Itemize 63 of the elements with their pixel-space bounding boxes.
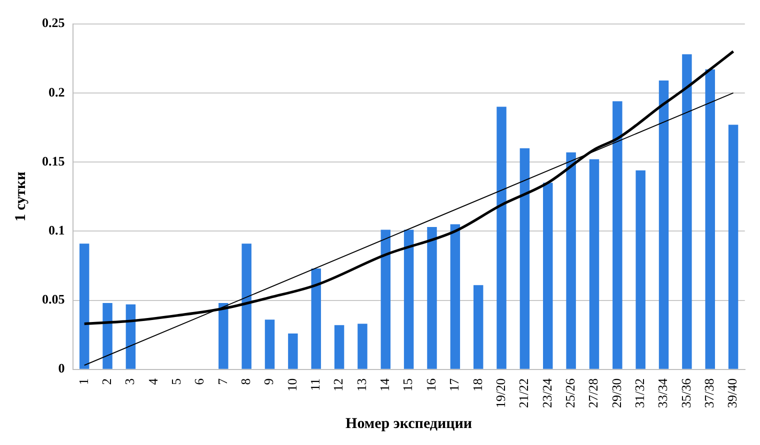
x-tick-label: 29/30 <box>608 378 624 408</box>
y-tick-label: 0.15 <box>42 153 66 168</box>
x-tick-label: 33/34 <box>655 378 670 408</box>
bar <box>728 124 738 369</box>
x-tick-label: 13 <box>354 378 369 392</box>
bar <box>496 106 506 369</box>
bar <box>705 69 715 369</box>
bar <box>566 152 576 369</box>
x-tick-label: 17 <box>446 378 462 392</box>
x-tick-label: 15 <box>400 378 416 392</box>
y-tick-label: 0.05 <box>42 292 66 307</box>
x-tick-label: 18 <box>470 378 485 392</box>
x-axis-title: Номер экспедиции <box>346 416 472 432</box>
x-tick-label: 37/38 <box>702 378 717 408</box>
bar <box>242 244 252 369</box>
bar <box>473 285 484 369</box>
bar <box>612 101 622 369</box>
y-tick-label: 0 <box>58 360 65 376</box>
x-tick-label: 23/24 <box>539 378 554 408</box>
x-tick-label: 14 <box>377 378 392 392</box>
bar <box>102 303 112 369</box>
x-tick-label: 5 <box>168 378 184 385</box>
bar <box>311 268 321 369</box>
x-tick-label: 8 <box>238 378 253 385</box>
bar <box>79 244 90 369</box>
x-tick-label: 21/22 <box>516 378 532 408</box>
bar <box>218 303 228 369</box>
bar <box>682 54 692 369</box>
bar <box>520 148 530 369</box>
bar <box>543 182 553 369</box>
bar <box>334 325 344 369</box>
y-axis-title: 1 сутки <box>12 171 29 222</box>
bar <box>658 80 669 369</box>
x-tick-label: 11 <box>308 378 323 391</box>
bar <box>636 170 646 369</box>
y-tick-label: 0.2 <box>48 84 65 100</box>
y-tick-label: 0.25 <box>42 15 66 30</box>
x-tick-label: 27/28 <box>586 378 601 408</box>
x-tick-label: 12 <box>330 378 346 392</box>
x-tick-label: 9 <box>261 378 276 385</box>
bar <box>126 304 136 369</box>
bar <box>380 230 391 369</box>
bar <box>427 227 437 369</box>
x-tick-label: 1 <box>76 378 91 385</box>
bar <box>358 324 368 369</box>
x-tick-label: 31/32 <box>632 378 648 408</box>
x-tick-label: 3 <box>122 378 138 385</box>
x-tick-label: 39/40 <box>724 378 740 408</box>
x-tick-label: 25/26 <box>562 378 578 408</box>
x-tick-label: 7 <box>214 378 230 385</box>
x-tick-label: 2 <box>98 378 114 385</box>
bar <box>288 333 298 369</box>
x-tick-label: 19/20 <box>492 378 508 408</box>
y-tick-label: 0.1 <box>48 222 65 238</box>
bar <box>264 320 275 369</box>
x-tick-label: 35/36 <box>678 378 694 408</box>
x-tick-label: 16 <box>423 378 438 392</box>
x-tick-label: 10 <box>284 378 300 392</box>
x-tick-label: 4 <box>145 378 160 385</box>
bar <box>589 159 600 369</box>
bar <box>450 224 460 369</box>
bar <box>404 230 414 369</box>
x-tick-label: 6 <box>192 378 207 385</box>
